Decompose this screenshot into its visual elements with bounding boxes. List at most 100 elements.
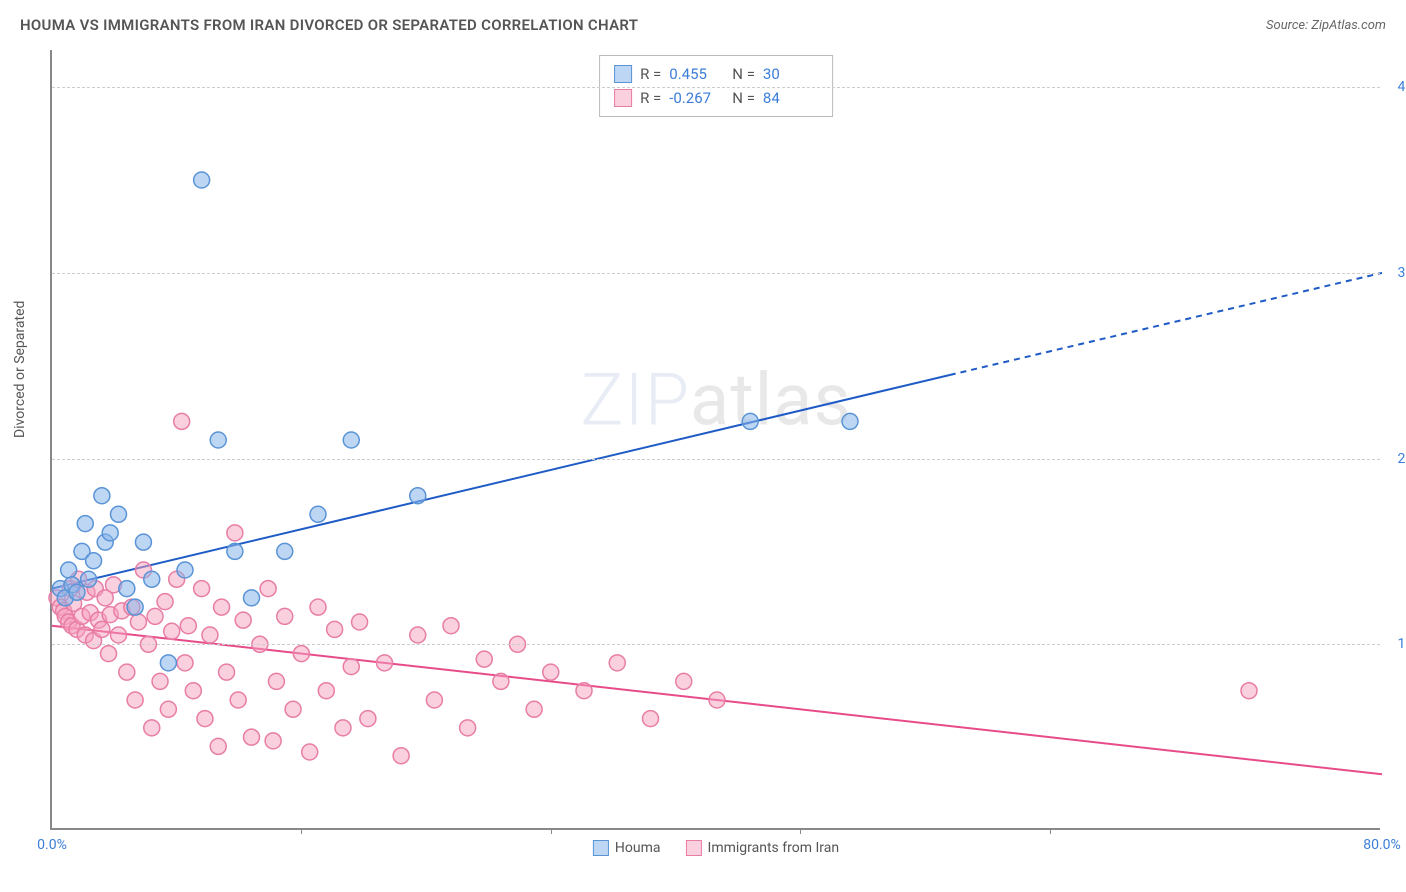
scatter-point bbox=[144, 720, 160, 736]
scatter-point bbox=[130, 614, 146, 630]
n-value: 30 bbox=[763, 62, 818, 86]
scatter-point bbox=[842, 413, 858, 429]
scatter-point bbox=[94, 488, 110, 504]
scatter-point bbox=[268, 673, 284, 689]
scatter-point bbox=[81, 571, 97, 587]
scatter-point bbox=[160, 655, 176, 671]
scatter-point bbox=[543, 664, 559, 680]
stats-legend: R =0.455N =30R =-0.267N =84 bbox=[599, 55, 833, 117]
scatter-point bbox=[460, 720, 476, 736]
scatter-point bbox=[643, 711, 659, 727]
x-tick-mark bbox=[1050, 828, 1051, 834]
scatter-point bbox=[152, 673, 168, 689]
legend-label: Immigrants from Iran bbox=[708, 840, 840, 856]
scatter-point bbox=[310, 599, 326, 615]
scatter-point bbox=[352, 614, 368, 630]
scatter-point bbox=[202, 627, 218, 643]
x-tick-mark bbox=[301, 828, 302, 834]
scatter-point bbox=[335, 720, 351, 736]
y-axis-label: Divorced or Separated bbox=[12, 301, 28, 438]
scatter-point bbox=[244, 729, 260, 745]
scatter-point bbox=[160, 701, 176, 717]
scatter-point bbox=[310, 506, 326, 522]
legend-label: Houma bbox=[615, 840, 661, 856]
scatter-point bbox=[676, 673, 692, 689]
y-tick-label: 20.0% bbox=[1397, 451, 1406, 467]
x-tick-label: 80.0% bbox=[1363, 837, 1401, 853]
r-label: R = bbox=[640, 62, 661, 86]
scatter-point bbox=[318, 683, 334, 699]
legend-item: Houma bbox=[593, 840, 661, 856]
scatter-point bbox=[177, 655, 193, 671]
gridline-h bbox=[52, 459, 1380, 460]
scatter-point bbox=[77, 516, 93, 532]
scatter-point bbox=[343, 659, 359, 675]
scatter-point bbox=[111, 506, 127, 522]
scatter-point bbox=[144, 571, 160, 587]
chart-container: HOUMA VS IMMIGRANTS FROM IRAN DIVORCED O… bbox=[0, 0, 1406, 892]
x-tick-mark bbox=[800, 828, 801, 834]
chart-title: HOUMA VS IMMIGRANTS FROM IRAN DIVORCED O… bbox=[20, 16, 638, 34]
legend-item: Immigrants from Iran bbox=[686, 840, 840, 856]
scatter-point bbox=[119, 581, 135, 597]
x-tick-label: 0.0% bbox=[37, 837, 67, 853]
scatter-point bbox=[127, 692, 143, 708]
scatter-point bbox=[210, 432, 226, 448]
r-label: R = bbox=[640, 86, 661, 110]
scatter-point bbox=[377, 655, 393, 671]
scatter-point bbox=[327, 621, 343, 637]
scatter-point bbox=[393, 748, 409, 764]
scatter-point bbox=[244, 590, 260, 606]
regression-line-houma bbox=[52, 375, 950, 589]
scatter-point bbox=[119, 664, 135, 680]
scatter-point bbox=[197, 711, 213, 727]
scatter-point bbox=[180, 618, 196, 634]
bottom-legend: Houma Immigrants from Iran bbox=[593, 840, 839, 856]
stats-legend-row: R =-0.267N =84 bbox=[614, 86, 818, 110]
n-value: 84 bbox=[763, 86, 818, 110]
x-tick-mark bbox=[551, 828, 552, 834]
scatter-point bbox=[343, 432, 359, 448]
y-tick-label: 30.0% bbox=[1397, 265, 1406, 281]
n-label: N = bbox=[732, 86, 755, 110]
plot-area: ZIPatlas R =0.455N =30R =-0.267N =84 Hou… bbox=[50, 50, 1380, 830]
scatter-point bbox=[127, 599, 143, 615]
scatter-point bbox=[135, 534, 151, 550]
n-label: N = bbox=[732, 62, 755, 86]
scatter-point bbox=[219, 664, 235, 680]
r-value: 0.455 bbox=[669, 62, 724, 86]
chart-header: HOUMA VS IMMIGRANTS FROM IRAN DIVORCED O… bbox=[0, 0, 1406, 40]
scatter-point bbox=[493, 673, 509, 689]
scatter-point bbox=[1241, 683, 1257, 699]
scatter-point bbox=[94, 621, 110, 637]
scatter-point bbox=[265, 733, 281, 749]
scatter-point bbox=[260, 581, 276, 597]
scatter-point bbox=[426, 692, 442, 708]
scatter-point bbox=[194, 172, 210, 188]
legend-swatch bbox=[593, 840, 609, 856]
scatter-point bbox=[277, 543, 293, 559]
scatter-point bbox=[443, 618, 459, 634]
scatter-point bbox=[101, 646, 117, 662]
scatter-point bbox=[111, 627, 127, 643]
scatter-point bbox=[410, 488, 426, 504]
scatter-point bbox=[609, 655, 625, 671]
source-attribution: Source: ZipAtlas.com bbox=[1266, 18, 1386, 33]
scatter-point bbox=[709, 692, 725, 708]
scatter-point bbox=[227, 543, 243, 559]
scatter-point bbox=[230, 692, 246, 708]
gridline-h bbox=[52, 87, 1380, 88]
chart-svg bbox=[52, 50, 1380, 828]
scatter-point bbox=[742, 413, 758, 429]
legend-swatch bbox=[686, 840, 702, 856]
scatter-point bbox=[185, 683, 201, 699]
scatter-point bbox=[285, 701, 301, 717]
scatter-point bbox=[147, 608, 163, 624]
scatter-point bbox=[410, 627, 426, 643]
scatter-point bbox=[227, 525, 243, 541]
regression-line-dashed bbox=[950, 273, 1382, 375]
scatter-point bbox=[302, 744, 318, 760]
gridline-h bbox=[52, 644, 1380, 645]
y-tick-label: 40.0% bbox=[1397, 79, 1406, 95]
scatter-point bbox=[86, 553, 102, 569]
